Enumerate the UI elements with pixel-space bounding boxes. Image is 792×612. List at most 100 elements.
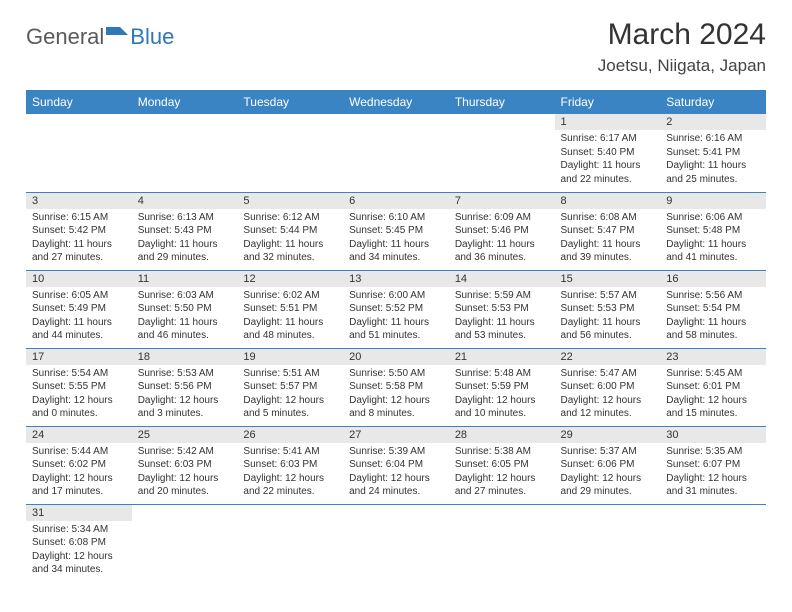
month-title: March 2024 [598,18,766,52]
sunrise-text: Sunrise: 6:00 AM [349,289,443,303]
day-cell: 6Sunrise: 6:10 AMSunset: 5:45 PMDaylight… [343,192,449,270]
day-number: 19 [237,349,343,365]
day-cell: 21Sunrise: 5:48 AMSunset: 5:59 PMDayligh… [449,348,555,426]
day-details: Sunrise: 6:15 AMSunset: 5:42 PMDaylight:… [26,209,132,269]
day-details: Sunrise: 5:50 AMSunset: 5:58 PMDaylight:… [343,365,449,425]
day-cell: 17Sunrise: 5:54 AMSunset: 5:55 PMDayligh… [26,348,132,426]
daylight-text: Daylight: 12 hours and 24 minutes. [349,472,443,499]
daylight-text: Daylight: 12 hours and 34 minutes. [32,550,126,577]
day-details: Sunrise: 5:42 AMSunset: 6:03 PMDaylight:… [132,443,238,503]
sunrise-text: Sunrise: 5:57 AM [561,289,655,303]
day-details: Sunrise: 6:02 AMSunset: 5:51 PMDaylight:… [237,287,343,347]
day-cell: 31Sunrise: 5:34 AMSunset: 6:08 PMDayligh… [26,504,132,582]
sunset-text: Sunset: 5:57 PM [243,380,337,394]
day-cell: 2Sunrise: 6:16 AMSunset: 5:41 PMDaylight… [660,114,766,192]
day-details: Sunrise: 6:12 AMSunset: 5:44 PMDaylight:… [237,209,343,269]
day-details: Sunrise: 5:44 AMSunset: 6:02 PMDaylight:… [26,443,132,503]
week-row: ..........1Sunrise: 6:17 AMSunset: 5:40 … [26,114,766,192]
day-cell: 22Sunrise: 5:47 AMSunset: 6:00 PMDayligh… [555,348,661,426]
sunset-text: Sunset: 5:40 PM [561,146,655,160]
sunset-text: Sunset: 5:47 PM [561,224,655,238]
day-number: 3 [26,193,132,209]
day-details: Sunrise: 5:39 AMSunset: 6:04 PMDaylight:… [343,443,449,503]
day-cell: 20Sunrise: 5:50 AMSunset: 5:58 PMDayligh… [343,348,449,426]
daylight-text: Daylight: 11 hours and 32 minutes. [243,238,337,265]
day-number: 16 [660,271,766,287]
day-details: Sunrise: 5:59 AMSunset: 5:53 PMDaylight:… [449,287,555,347]
daylight-text: Daylight: 11 hours and 44 minutes. [32,316,126,343]
week-row: 10Sunrise: 6:05 AMSunset: 5:49 PMDayligh… [26,270,766,348]
sunset-text: Sunset: 6:05 PM [455,458,549,472]
daylight-text: Daylight: 11 hours and 46 minutes. [138,316,232,343]
day-cell: 9Sunrise: 6:06 AMSunset: 5:48 PMDaylight… [660,192,766,270]
week-row: 17Sunrise: 5:54 AMSunset: 5:55 PMDayligh… [26,348,766,426]
sunset-text: Sunset: 5:41 PM [666,146,760,160]
day-details: Sunrise: 6:10 AMSunset: 5:45 PMDaylight:… [343,209,449,269]
daylight-text: Daylight: 11 hours and 53 minutes. [455,316,549,343]
sunset-text: Sunset: 5:55 PM [32,380,126,394]
day-number: 26 [237,427,343,443]
day-cell: 7Sunrise: 6:09 AMSunset: 5:46 PMDaylight… [449,192,555,270]
day-details: Sunrise: 5:47 AMSunset: 6:00 PMDaylight:… [555,365,661,425]
day-details: Sunrise: 5:38 AMSunset: 6:05 PMDaylight:… [449,443,555,503]
sunset-text: Sunset: 5:50 PM [138,302,232,316]
sunrise-text: Sunrise: 6:08 AM [561,211,655,225]
day-cell: 12Sunrise: 6:02 AMSunset: 5:51 PMDayligh… [237,270,343,348]
day-cell: 14Sunrise: 5:59 AMSunset: 5:53 PMDayligh… [449,270,555,348]
sunrise-text: Sunrise: 6:16 AM [666,132,760,146]
sunrise-text: Sunrise: 6:05 AM [32,289,126,303]
sunrise-text: Sunrise: 5:45 AM [666,367,760,381]
daylight-text: Daylight: 11 hours and 51 minutes. [349,316,443,343]
day-cell: 23Sunrise: 5:45 AMSunset: 6:01 PMDayligh… [660,348,766,426]
day-cell: .. [237,114,343,192]
sunset-text: Sunset: 6:02 PM [32,458,126,472]
day-cell: 1Sunrise: 6:17 AMSunset: 5:40 PMDaylight… [555,114,661,192]
sunset-text: Sunset: 6:00 PM [561,380,655,394]
sunset-text: Sunset: 5:53 PM [561,302,655,316]
day-cell: .. [132,114,238,192]
day-cell: 29Sunrise: 5:37 AMSunset: 6:06 PMDayligh… [555,426,661,504]
sunset-text: Sunset: 5:53 PM [455,302,549,316]
weekday-header: Wednesday [343,90,449,114]
sunset-text: Sunset: 5:49 PM [32,302,126,316]
calendar-body: ..........1Sunrise: 6:17 AMSunset: 5:40 … [26,114,766,582]
day-number: 17 [26,349,132,365]
sunset-text: Sunset: 5:51 PM [243,302,337,316]
sunrise-text: Sunrise: 5:35 AM [666,445,760,459]
daylight-text: Daylight: 11 hours and 34 minutes. [349,238,443,265]
day-cell: .. [132,504,238,582]
sunrise-text: Sunrise: 6:12 AM [243,211,337,225]
day-details: Sunrise: 5:51 AMSunset: 5:57 PMDaylight:… [237,365,343,425]
day-cell: 18Sunrise: 5:53 AMSunset: 5:56 PMDayligh… [132,348,238,426]
daylight-text: Daylight: 12 hours and 17 minutes. [32,472,126,499]
flag-icon [106,27,128,48]
day-number: 12 [237,271,343,287]
sunset-text: Sunset: 5:59 PM [455,380,549,394]
sunset-text: Sunset: 5:43 PM [138,224,232,238]
day-cell: .. [26,114,132,192]
calendar-table: SundayMondayTuesdayWednesdayThursdayFrid… [26,90,766,582]
day-cell: 5Sunrise: 6:12 AMSunset: 5:44 PMDaylight… [237,192,343,270]
daylight-text: Daylight: 11 hours and 58 minutes. [666,316,760,343]
day-number: 24 [26,427,132,443]
day-cell: 30Sunrise: 5:35 AMSunset: 6:07 PMDayligh… [660,426,766,504]
day-details: Sunrise: 5:34 AMSunset: 6:08 PMDaylight:… [26,521,132,581]
day-cell: 11Sunrise: 6:03 AMSunset: 5:50 PMDayligh… [132,270,238,348]
sunrise-text: Sunrise: 5:53 AM [138,367,232,381]
day-number: 14 [449,271,555,287]
day-number: 15 [555,271,661,287]
day-number: 6 [343,193,449,209]
sunrise-text: Sunrise: 5:38 AM [455,445,549,459]
location: Joetsu, Niigata, Japan [598,56,766,76]
sunrise-text: Sunrise: 6:06 AM [666,211,760,225]
sunrise-text: Sunrise: 5:48 AM [455,367,549,381]
daylight-text: Daylight: 11 hours and 22 minutes. [561,159,655,186]
sunrise-text: Sunrise: 5:56 AM [666,289,760,303]
day-number: 23 [660,349,766,365]
day-number: 5 [237,193,343,209]
sunrise-text: Sunrise: 5:44 AM [32,445,126,459]
day-details: Sunrise: 5:48 AMSunset: 5:59 PMDaylight:… [449,365,555,425]
day-number: 21 [449,349,555,365]
sunrise-text: Sunrise: 6:13 AM [138,211,232,225]
day-cell: 3Sunrise: 6:15 AMSunset: 5:42 PMDaylight… [26,192,132,270]
